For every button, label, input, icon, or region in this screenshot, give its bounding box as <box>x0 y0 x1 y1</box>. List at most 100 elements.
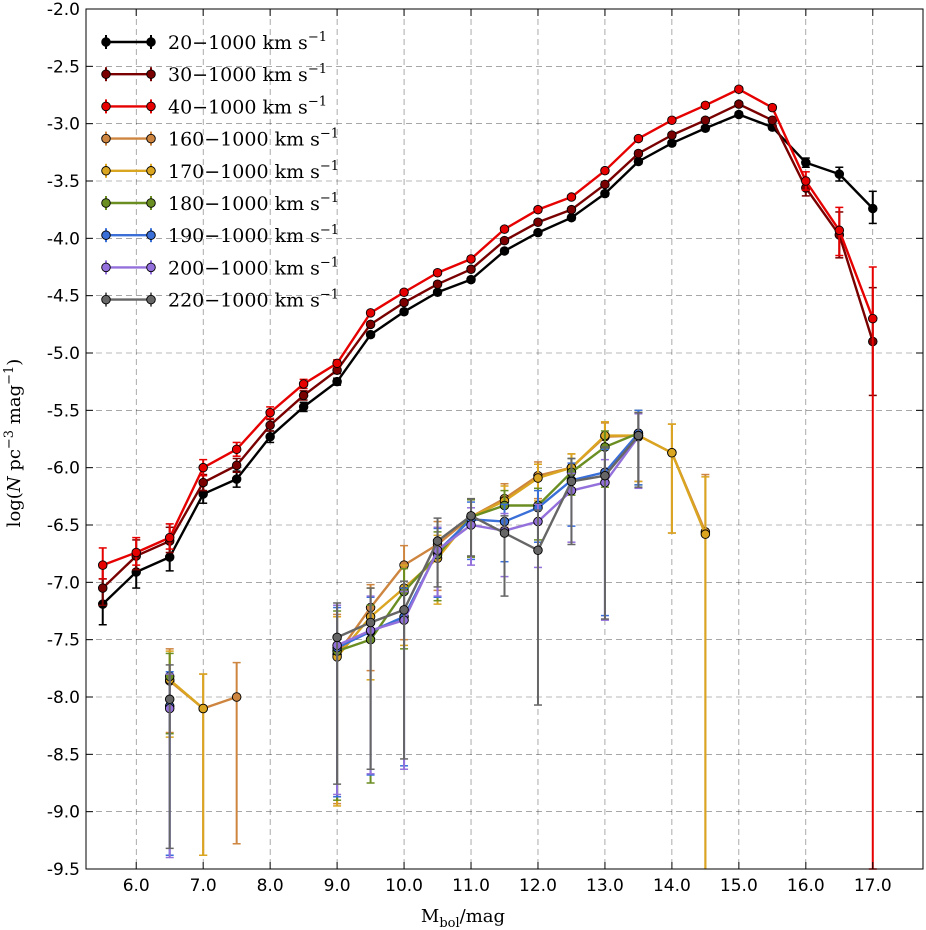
data-point <box>298 402 309 412</box>
legend-label: 200−1000 km s−1 <box>168 255 339 279</box>
legend-marker <box>146 198 156 208</box>
legend-marker <box>146 69 156 79</box>
legend-label: 160−1000 km s−1 <box>168 127 339 151</box>
data-point <box>834 225 845 236</box>
data-point <box>298 390 309 401</box>
x-axis-label: Mbol/mag <box>421 906 505 930</box>
data-point <box>667 130 677 140</box>
data-point <box>265 420 275 430</box>
data-point <box>298 379 309 389</box>
legend-marker <box>101 262 111 273</box>
y-tick-label: -5.5 <box>47 401 80 421</box>
data-point <box>667 448 677 458</box>
legend-marker <box>146 262 156 273</box>
y-axis-label-pc: pc <box>4 449 25 476</box>
legend-marker <box>146 133 156 144</box>
data-point <box>633 156 644 167</box>
data-point <box>97 583 108 593</box>
data-point <box>834 169 845 179</box>
series-layer <box>97 84 878 870</box>
legend-label: 30−1000 km s−1 <box>168 62 327 86</box>
data-point <box>499 224 510 234</box>
legend-entry: 220−1000 km s−1 <box>101 288 339 312</box>
data-point <box>700 123 711 134</box>
y-tick-label: -7.0 <box>47 573 80 593</box>
series-40−1000 <box>97 84 878 870</box>
y-axis-label: log(N pc−3 mag−1) <box>2 359 25 528</box>
series-line <box>336 434 640 639</box>
legend-entry: 200−1000 km s−1 <box>101 255 339 279</box>
data-point <box>600 188 610 199</box>
legend-marker <box>101 166 111 176</box>
series-line <box>336 434 707 658</box>
legend-marker <box>146 294 156 305</box>
data-point <box>466 511 476 521</box>
legend-marker <box>101 230 111 240</box>
data-point <box>432 536 443 546</box>
legend-label: 220−1000 km s−1 <box>168 288 339 312</box>
data-point <box>231 460 242 471</box>
y-tick-label: -9.5 <box>47 860 80 880</box>
x-tick-label: 13.0 <box>586 876 624 896</box>
data-point <box>600 470 610 481</box>
data-point <box>365 329 376 340</box>
data-point <box>566 212 577 223</box>
series-line <box>336 435 640 647</box>
y-tick-label: -2.0 <box>47 0 80 20</box>
data-point <box>566 192 577 202</box>
data-point <box>399 297 409 308</box>
legend-entry: 30−1000 km s−1 <box>101 62 327 86</box>
data-point <box>164 552 175 562</box>
legend-entry: 190−1000 km s−1 <box>101 223 339 247</box>
y-axis-label-mag: mag <box>4 385 25 430</box>
x-tick-label: 7.0 <box>190 876 217 896</box>
data-point <box>265 431 275 442</box>
legend-marker <box>101 101 111 112</box>
series-220−1000 <box>164 411 644 850</box>
data-point <box>801 157 811 168</box>
data-point <box>700 115 711 125</box>
series-160−1000 <box>164 411 711 869</box>
data-point <box>566 204 577 215</box>
legend-label: 20−1000 km s−1 <box>168 30 327 54</box>
y-tick-label: -9.0 <box>47 803 80 823</box>
data-point <box>600 179 610 190</box>
y-tick-label: -2.5 <box>47 57 80 77</box>
y-axis-label-sup2: −1 <box>2 366 17 385</box>
data-point <box>332 358 342 369</box>
y-tick-label: -8.5 <box>47 745 80 765</box>
data-point <box>231 692 242 702</box>
data-point <box>700 529 711 539</box>
x-tick-label: 6.0 <box>123 876 150 896</box>
legend-marker <box>146 37 156 47</box>
y-axis-label-n: N <box>4 475 25 493</box>
data-point <box>97 560 108 570</box>
legend-marker <box>101 133 111 144</box>
data-point <box>600 165 610 176</box>
x-tick-label: 14.0 <box>653 876 691 896</box>
x-tick-label: 10.0 <box>385 876 423 896</box>
data-point <box>566 476 577 487</box>
legend-marker <box>101 294 111 305</box>
data-point <box>466 264 476 275</box>
data-point <box>700 100 711 111</box>
y-axis-label-sup1: −3 <box>2 430 17 449</box>
x-axis-label-sub: bol <box>439 916 459 930</box>
legend-label: 40−1000 km s−1 <box>168 94 327 118</box>
series-line <box>101 102 874 589</box>
data-point <box>231 474 242 484</box>
data-point <box>767 102 778 113</box>
data-point <box>399 306 409 317</box>
x-tick-label: 15.0 <box>720 876 758 896</box>
series-170−1000 <box>164 411 711 869</box>
legend-entry: 180−1000 km s−1 <box>101 191 339 215</box>
data-point <box>399 605 409 615</box>
series-line <box>336 432 640 649</box>
data-point <box>198 462 208 473</box>
data-point <box>667 115 677 125</box>
x-axis-label-rest: /mag <box>460 906 505 927</box>
data-point <box>231 444 242 455</box>
data-point <box>533 473 543 483</box>
data-point <box>432 279 443 289</box>
y-tick-label: -3.5 <box>47 172 80 192</box>
